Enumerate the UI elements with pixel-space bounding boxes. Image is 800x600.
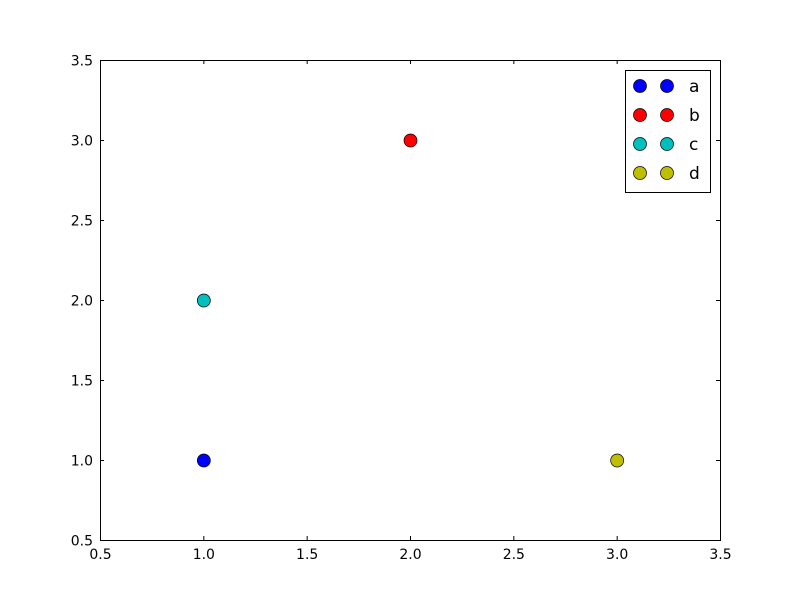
x-tick-label: 2.5 — [503, 547, 525, 563]
plot-frame — [100, 60, 721, 541]
legend-marker-a — [633, 79, 647, 93]
data-point-a — [196, 453, 211, 468]
legend-marker-b — [660, 108, 674, 122]
legend-label: b — [689, 106, 700, 126]
y-tick-label: 3.0 — [71, 134, 93, 150]
x-tick-label: 2.0 — [399, 547, 421, 563]
data-point-d — [610, 453, 625, 468]
legend-marker-c — [660, 137, 674, 151]
y-tick-label: 1.0 — [71, 454, 93, 470]
y-tick-label: 2.0 — [71, 294, 93, 310]
legend-label: a — [689, 77, 699, 97]
legend-label: c — [689, 135, 698, 155]
y-tick-label: 0.5 — [71, 534, 93, 550]
legend-marker-c — [633, 137, 647, 151]
legend-marker-d — [633, 166, 647, 180]
data-points — [196, 133, 625, 468]
legend-label: d — [689, 164, 700, 184]
y-tick-label: 1.5 — [71, 374, 93, 390]
legend-marker-b — [633, 108, 647, 122]
legend-marker-a — [660, 79, 674, 93]
x-tick-label: 3.0 — [606, 547, 628, 563]
x-tick-label: 1.0 — [193, 547, 215, 563]
data-point-b — [403, 133, 418, 148]
ticks: 0.5 1.0 1.5 2.0 2.5 3.0 3.5 0.5 1.0 1.5 2.0 2.5 3.0 3… — [71, 54, 732, 564]
legend-marker-d — [660, 166, 674, 180]
x-tick-label: 0.5 — [89, 547, 111, 563]
data-point-c — [196, 293, 211, 308]
x-tick-label: 1.5 — [296, 547, 318, 563]
y-tick-label: 3.5 — [71, 54, 93, 70]
y-tick-label: 2.5 — [71, 214, 93, 230]
x-tick-label: 3.5 — [709, 547, 731, 563]
